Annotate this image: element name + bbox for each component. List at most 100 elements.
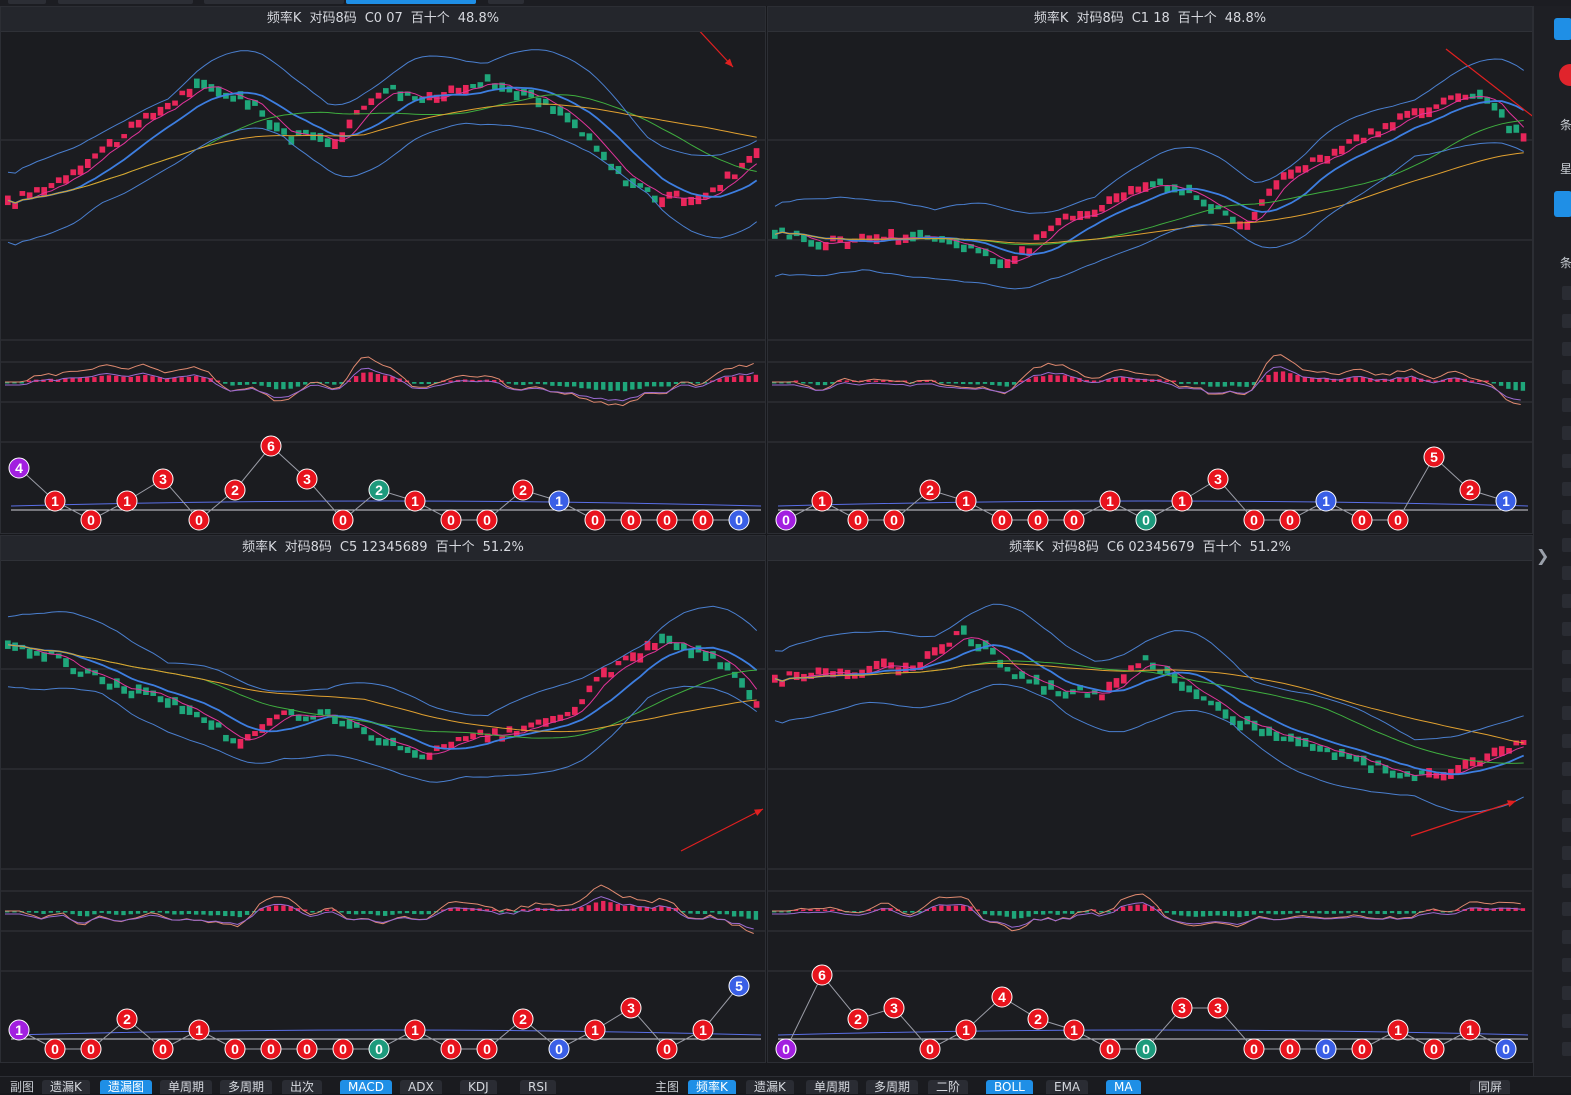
- sidebar-row[interactable]: [1562, 678, 1571, 692]
- candle: [426, 752, 433, 760]
- sidebar-row[interactable]: [1562, 566, 1571, 580]
- main-chart-tab-2[interactable]: 单周期: [806, 1080, 859, 1094]
- sidebar-row[interactable]: [1562, 286, 1571, 300]
- sidebar-button[interactable]: [1554, 18, 1571, 40]
- candle: [550, 715, 556, 723]
- macd-bar: [1331, 911, 1337, 914]
- candle: [1448, 95, 1454, 100]
- sidebar-row[interactable]: [1562, 650, 1571, 664]
- sidebar-row[interactable]: [1562, 398, 1571, 412]
- candle: [179, 705, 186, 715]
- ball-number: 0: [87, 512, 95, 528]
- sidebar-row[interactable]: [1562, 1042, 1571, 1056]
- sidebar-row[interactable]: [1562, 370, 1571, 384]
- sub-chart-tab-0[interactable]: 遗漏K: [42, 1080, 90, 1094]
- candle: [1397, 772, 1403, 779]
- chart-panel-c0[interactable]: 频率K 对码8码 C0 07 百十个 48.8% 4 1 0 1 3 0 2 6 3 0 2 1 0 0 2 1 0 0 0…: [0, 6, 766, 534]
- sidebar-row[interactable]: [1562, 1014, 1571, 1028]
- sidebar-row[interactable]: [1562, 314, 1571, 328]
- sidebar-row[interactable]: [1562, 622, 1571, 636]
- ball-circle: [1243, 1038, 1265, 1060]
- sidebar-row[interactable]: [1562, 342, 1571, 356]
- sub-chart-tab-7[interactable]: KDJ: [460, 1080, 497, 1094]
- sidebar-row[interactable]: [1562, 454, 1571, 468]
- toolbar-tab[interactable]: [204, 0, 344, 4]
- sub-chart-tab-6[interactable]: ADX: [400, 1080, 442, 1094]
- candle: [1266, 726, 1272, 736]
- ball-number: 1: [51, 493, 59, 509]
- sidebar-row[interactable]: [1562, 734, 1571, 748]
- sidebar-row[interactable]: [1562, 958, 1571, 972]
- ball-number: 2: [231, 482, 239, 498]
- sidebar-row[interactable]: [1562, 538, 1571, 552]
- main-chart-tab-4[interactable]: 二阶: [928, 1080, 969, 1094]
- candle: [412, 750, 418, 758]
- chart-canvas[interactable]: 0 6 2 3 0 1 4 2 1 0 0 3 3 0 0 0 0 1 0 1 0: [768, 561, 1533, 1063]
- candle: [564, 112, 571, 123]
- candle: [866, 665, 873, 674]
- main-chart-tab-5[interactable]: BOLL: [986, 1080, 1033, 1094]
- toolbar-tab[interactable]: [8, 0, 46, 4]
- main-chart-tab-1[interactable]: 遗漏K: [746, 1080, 794, 1094]
- macd-bar: [586, 382, 591, 389]
- macd-bar: [822, 909, 828, 911]
- sidebar-row[interactable]: [1562, 594, 1571, 608]
- main-chart-tab-7[interactable]: MA: [1106, 1080, 1141, 1094]
- chart-panel-c5[interactable]: 频率K 对码8码 C5 12345689 百十个 51.2% 1 0 0 2 0 1 0 0 0 0 0 1 0…: [0, 535, 766, 1063]
- chart-panel-c1[interactable]: 频率K 对码8码 C1 18 百十个 48.8% 0 1 0 0 2 1 0 0 0 1 0 1 3 0 0 1 0 0 5…: [767, 6, 1533, 534]
- sub-chart-tab-5[interactable]: MACD: [340, 1080, 392, 1094]
- sub-chart-tab-4[interactable]: 出次: [282, 1080, 323, 1094]
- ball-circle: [692, 1019, 714, 1041]
- record-icon[interactable]: [1559, 64, 1571, 86]
- sub-chart-tab-2[interactable]: 单周期: [160, 1080, 213, 1094]
- macd-bar: [353, 376, 359, 382]
- sidebar-row[interactable]: [1562, 426, 1571, 440]
- trend-arrow-line: [1410, 800, 1517, 837]
- candle: [521, 725, 527, 732]
- macd-bar: [1295, 374, 1300, 382]
- candle: [1491, 102, 1498, 111]
- macd-bar: [455, 907, 461, 911]
- sidebar-row[interactable]: [1562, 874, 1571, 888]
- sidebar-row[interactable]: [1562, 818, 1571, 832]
- sidebar-row[interactable]: [1562, 482, 1571, 496]
- title-name: 频率K: [1009, 540, 1044, 555]
- boll-upper: [774, 58, 1524, 214]
- chart-panel-c6[interactable]: 频率K 对码8码 C6 02345679 百十个 51.2% 0 6 2 3 0 1 4 2 1 0 0 3 3…: [767, 535, 1533, 1063]
- sidebar-row[interactable]: [1562, 790, 1571, 804]
- sidebar-label: 条: [1560, 118, 1571, 132]
- toolbar-tab-active[interactable]: [346, 0, 476, 4]
- miss-ball: 1: [692, 1019, 714, 1041]
- title-pos: 百十个: [410, 11, 450, 26]
- miss-ball: 0: [1279, 1038, 1301, 1060]
- sidebar-row[interactable]: [1562, 510, 1571, 524]
- candle: [808, 240, 815, 247]
- sidebar-row[interactable]: [1562, 706, 1571, 720]
- macd-bar: [1498, 907, 1504, 911]
- sidebar-row[interactable]: [1562, 846, 1571, 860]
- sidebar-row[interactable]: [1562, 930, 1571, 944]
- sidebar-row[interactable]: [1562, 762, 1571, 776]
- main-chart-tab-0[interactable]: 频率K: [688, 1080, 736, 1094]
- ball-number: 0: [375, 1041, 383, 1057]
- sidebar-row[interactable]: [1562, 986, 1571, 1000]
- sidebar-button[interactable]: [1554, 191, 1571, 217]
- ball-circle: [548, 1038, 570, 1060]
- sub-chart-tab-1[interactable]: 遗漏图: [100, 1080, 153, 1094]
- sidebar-row[interactable]: [1562, 902, 1571, 916]
- chart-canvas[interactable]: 0 1 0 0 2 1 0 0 0 1 0 1 3 0 0 1 0 0 5 2 1: [768, 32, 1533, 534]
- chart-canvas[interactable]: 4 1 0 1 3 0 2 6 3 0 2 1 0 0 2 1 0 0 0 0 0: [1, 32, 766, 534]
- chevron-right-icon[interactable]: ❯: [1536, 546, 1550, 565]
- sub-chart-tab-3[interactable]: 多周期: [220, 1080, 273, 1094]
- main-chart-tab-6[interactable]: EMA: [1046, 1080, 1089, 1094]
- toolbar-tab[interactable]: [58, 0, 193, 4]
- chart-canvas[interactable]: 1 0 0 2 0 1 0 0 0 0 0 1 0 0 2 0 1 3 0 1 5: [1, 561, 766, 1063]
- sub-chart-tab-8[interactable]: RSI: [520, 1080, 556, 1094]
- miss-ball: 6: [811, 964, 833, 986]
- macd-bar: [1229, 911, 1235, 917]
- candle: [586, 133, 593, 141]
- toolbar-tab[interactable]: [488, 0, 524, 4]
- sync-screen-button[interactable]: 同屏: [1470, 1080, 1511, 1094]
- macd-bar: [1280, 911, 1286, 915]
- main-chart-tab-3[interactable]: 多周期: [866, 1080, 919, 1094]
